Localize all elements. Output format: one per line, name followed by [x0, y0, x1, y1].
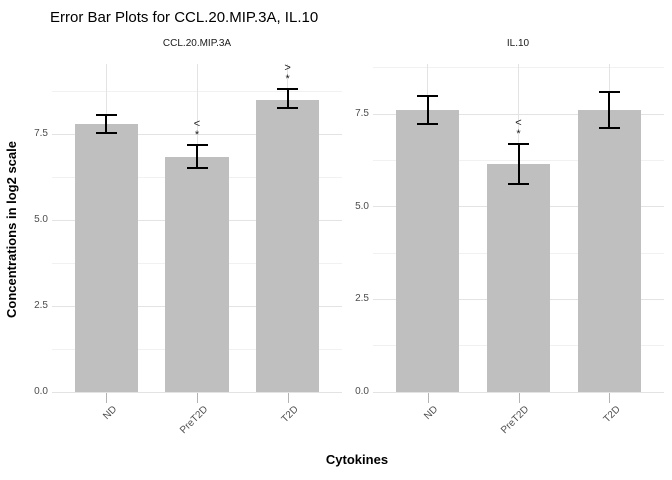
significance-annotation: < *	[177, 117, 217, 141]
bar-nd	[395, 110, 460, 392]
y-tick-label: 5.0	[34, 214, 48, 226]
x-tick-label: ND	[101, 404, 120, 422]
error-bar-cap-top	[186, 143, 208, 146]
x-axis-tick	[287, 393, 289, 403]
bar-pret2d	[165, 156, 229, 392]
y-tick-label: 0.0	[34, 386, 48, 397]
x-tick-label: PreT2D	[177, 404, 210, 437]
x-axis-tick	[197, 393, 198, 403]
error-bar-cap-bottom	[277, 107, 299, 110]
error-bar-stem	[196, 144, 198, 168]
x-axis-tick	[609, 393, 611, 403]
y-tick-label: 0.0	[355, 386, 369, 397]
annotation-line: >	[284, 61, 291, 74]
x-tick-label: T2D	[279, 404, 301, 426]
error-bar-cap-bottom	[508, 183, 529, 186]
error-bar-cap-bottom	[186, 166, 208, 169]
x-tick-label: PreT2D	[499, 404, 532, 437]
x-tick-label: T2D	[601, 404, 623, 426]
y-tick-label: 5.0	[355, 200, 369, 212]
annotation-line: *	[285, 72, 290, 85]
error-bar-cap-bottom	[417, 123, 439, 126]
y-tick-label: 7.5	[34, 128, 48, 140]
y-tick-label: 2.5	[355, 293, 369, 305]
error-bar-stem	[517, 144, 520, 185]
facet-label-il10: IL.10	[506, 38, 530, 49]
annotation-line: <	[515, 117, 522, 130]
significance-annotation: < *	[499, 118, 539, 140]
facet-label-ccl20mip3a: CCL.20.MIP.3A	[162, 38, 232, 49]
bar-t2d	[577, 110, 642, 392]
bar-t2d	[255, 100, 320, 392]
x-axis-tick	[106, 393, 108, 403]
annotation-line: <	[193, 117, 201, 130]
y-tick-label: 2.5	[34, 300, 48, 312]
annotation-line: *	[194, 128, 200, 141]
error-bar-cap-bottom	[95, 132, 117, 135]
gridline-major	[373, 391, 664, 393]
x-axis-tick	[518, 393, 520, 403]
error-bar-cap-top	[277, 87, 299, 90]
significance-annotation: > *	[268, 61, 308, 85]
error-bar-cap-bottom	[598, 127, 620, 130]
error-bar-cap-top	[95, 114, 117, 117]
error-bar-cap-top	[598, 91, 620, 94]
x-axis-tick	[427, 393, 429, 403]
error-bar-cap-top	[417, 94, 439, 97]
chart-title: Error Bar Plots for CCL.20.MIP.3A, IL.10	[50, 9, 319, 26]
bar-nd	[74, 124, 139, 392]
gridline-major	[52, 391, 342, 393]
error-bar-stem	[608, 92, 611, 129]
y-tick-label: 7.5	[355, 108, 369, 120]
error-bar-stem	[426, 95, 429, 125]
x-axis-title: Cytokines	[325, 452, 389, 467]
error-bar-stem	[286, 88, 289, 109]
x-tick-label: ND	[422, 404, 441, 422]
bar-pret2d	[486, 164, 551, 392]
error-bar-cap-top	[508, 143, 529, 146]
error-bar-stem	[105, 115, 108, 134]
annotation-line: *	[516, 128, 521, 141]
